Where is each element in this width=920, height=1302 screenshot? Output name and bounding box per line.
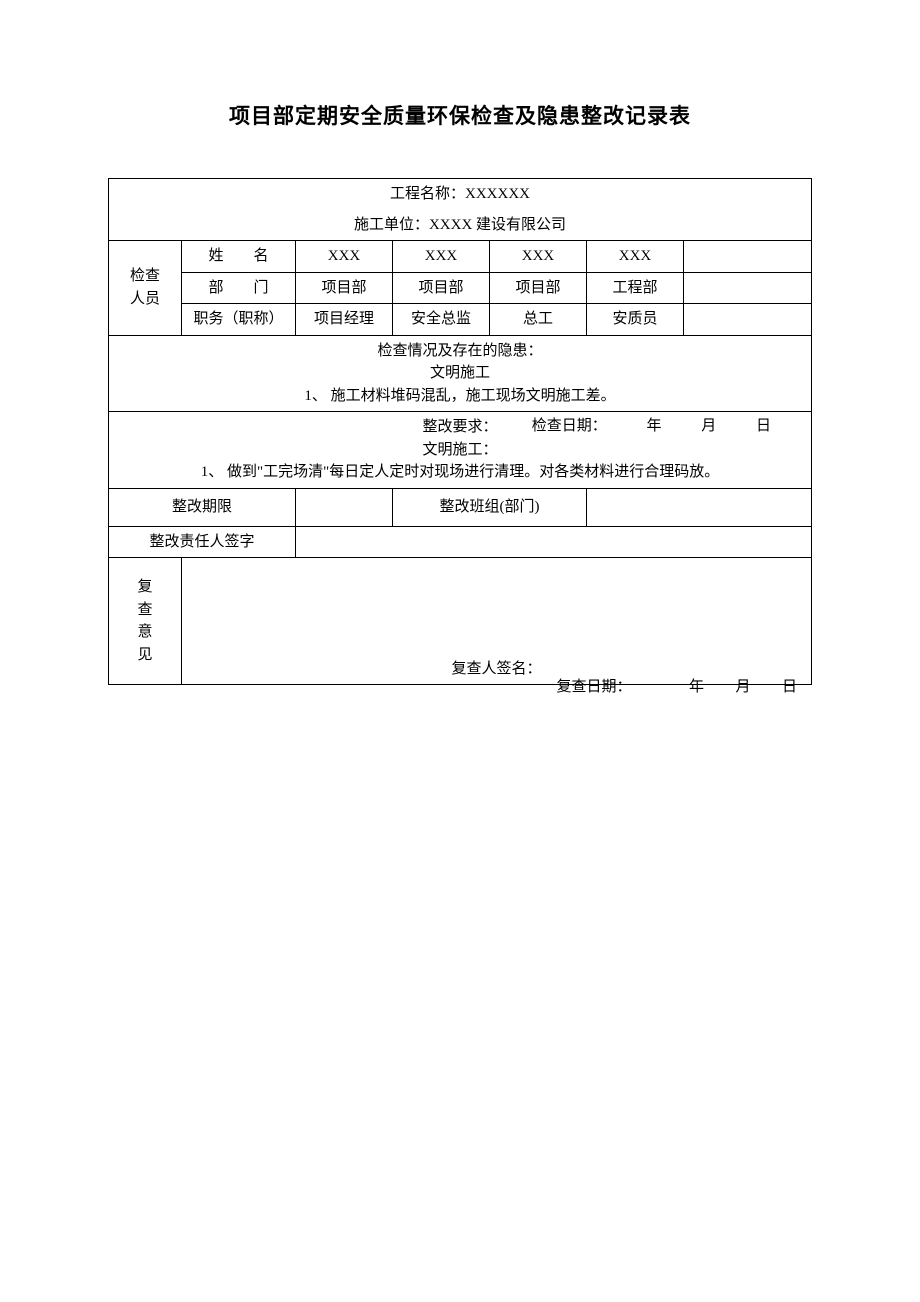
dept-cell-1: 项目部 bbox=[295, 272, 392, 304]
position-header: 职务（职称） bbox=[182, 304, 296, 336]
deadline-value bbox=[295, 488, 392, 526]
position-cell-2: 安全总监 bbox=[392, 304, 489, 336]
day-label: 日 bbox=[756, 415, 771, 438]
dept-cell-5 bbox=[683, 272, 811, 304]
position-cell-1: 项目经理 bbox=[295, 304, 392, 336]
name-cell-5 bbox=[683, 241, 811, 273]
name-header: 姓 名 bbox=[182, 241, 296, 273]
review-date-line: 复查日期： 年 月 日 bbox=[556, 676, 797, 699]
review-year: 年 bbox=[689, 679, 704, 695]
dept-cell-3: 项目部 bbox=[489, 272, 586, 304]
issues-heading: 检查情况及存在的隐患： bbox=[115, 340, 805, 363]
month-label: 月 bbox=[701, 415, 716, 438]
dept-cell-2: 项目部 bbox=[392, 272, 489, 304]
position-cell-3: 总工 bbox=[489, 304, 586, 336]
year-label: 年 bbox=[646, 415, 661, 438]
deadline-label: 整改期限 bbox=[109, 488, 296, 526]
document-title: 项目部定期安全质量环保检查及隐患整改记录表 bbox=[108, 100, 812, 130]
position-cell-5 bbox=[683, 304, 811, 336]
contractor-row: 施工单位：XXXX 建设有限公司 bbox=[109, 210, 812, 241]
position-cell-4: 安质员 bbox=[586, 304, 683, 336]
name-cell-3: XXX bbox=[489, 241, 586, 273]
project-name-label: 工程名称： bbox=[390, 186, 465, 202]
review-opinion-label: 复 查 意 见 bbox=[109, 558, 182, 685]
review-opinion-content bbox=[182, 558, 812, 654]
issues-sub: 文明施工 bbox=[115, 362, 805, 385]
requirements-section: 整改要求： 文明施工： 1、 做到"工完场清"每日定人定时对现场进行清理。对各类… bbox=[109, 412, 812, 489]
issues-item-1: 1、 施工材料堆码混乱，施工现场文明施工差。 bbox=[115, 385, 805, 408]
responsible-label: 整改责任人签字 bbox=[109, 526, 296, 558]
dept-cell-4: 工程部 bbox=[586, 272, 683, 304]
check-date-label: 检查日期： bbox=[532, 415, 607, 438]
project-name-value: XXXXXX bbox=[465, 186, 530, 202]
review-date-label: 复查日期： bbox=[556, 679, 631, 695]
name-cell-4: XXX bbox=[586, 241, 683, 273]
dept-header: 部 门 bbox=[182, 272, 296, 304]
contractor-label: 施工单位： bbox=[354, 217, 429, 233]
team-label: 整改班组(部门) bbox=[392, 488, 586, 526]
team-value bbox=[586, 488, 811, 526]
requirements-sub: 文明施工： bbox=[115, 439, 805, 462]
project-name-row: 工程名称：XXXXXX bbox=[109, 179, 812, 210]
requirements-item-1: 1、 做到"工完场清"每日定人定时对现场进行清理。对各类材料进行合理码放。 bbox=[115, 461, 805, 484]
reviewer-sign-label: 复查人签名： bbox=[452, 661, 542, 677]
issues-section: 检查情况及存在的隐患： 文明施工 1、 施工材料堆码混乱，施工现场文明施工差。 bbox=[109, 335, 812, 412]
review-month: 月 bbox=[735, 679, 750, 695]
inspectors-label: 检查 人员 bbox=[109, 241, 182, 336]
record-table: 工程名称：XXXXXX 施工单位：XXXX 建设有限公司 检查 人员 姓 名 X… bbox=[108, 178, 812, 685]
review-sign-row: 复查人签名： 复查日期： 年 月 日 bbox=[182, 654, 812, 685]
contractor-value: XXXX 建设有限公司 bbox=[429, 217, 566, 233]
name-cell-1: XXX bbox=[295, 241, 392, 273]
check-date-line: 检查日期： 年 月 日 bbox=[532, 415, 771, 438]
responsible-value bbox=[295, 526, 811, 558]
review-day: 日 bbox=[782, 679, 797, 695]
name-cell-2: XXX bbox=[392, 241, 489, 273]
